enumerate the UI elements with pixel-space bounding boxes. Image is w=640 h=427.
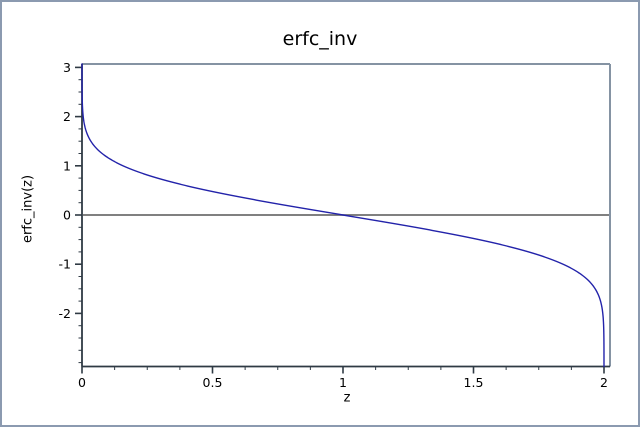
x-tick-label: 1.5 [464,375,484,390]
y-tick-label: 0 [63,208,71,223]
x-axis-label: z [343,390,351,406]
y-tick-label: 1 [63,158,71,173]
y-tick-label: 3 [63,60,71,75]
x-tick-label: 0.5 [203,375,223,390]
chart-title: erfc_inv [282,28,358,50]
y-tick-label: -1 [59,257,71,272]
x-tick-label: 1 [339,375,347,390]
erfc-inv-curve [81,63,605,368]
x-tick-label: 2 [600,375,608,390]
y-tick-label: 2 [63,109,71,124]
x-tick-label: 0 [78,375,86,390]
y-tick-label: -2 [59,306,71,321]
